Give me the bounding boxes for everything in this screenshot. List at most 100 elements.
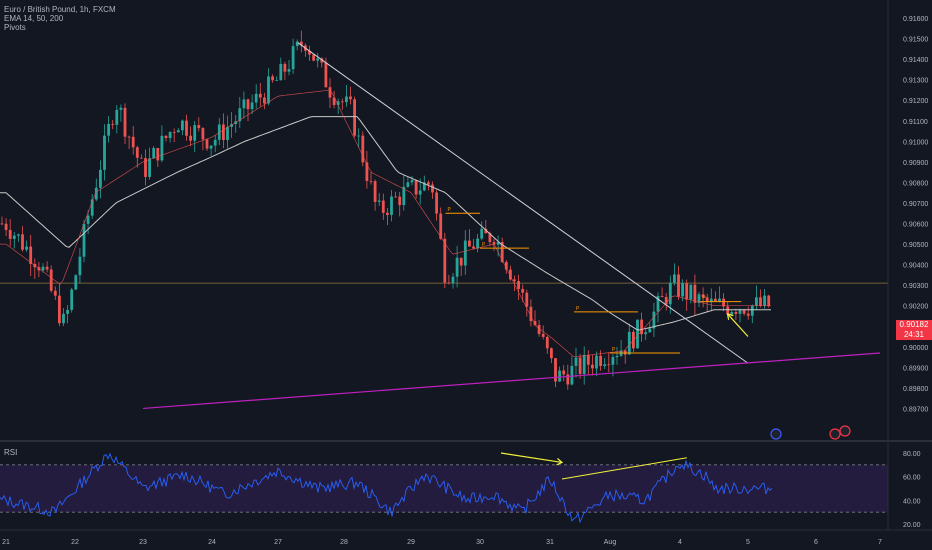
candle <box>394 191 397 198</box>
candle-body <box>386 212 389 215</box>
candle <box>152 145 156 159</box>
candle <box>70 287 74 313</box>
time-axis-tick-label: 28 <box>340 539 348 546</box>
candle <box>295 39 299 51</box>
candle-body <box>193 125 197 141</box>
candle <box>164 135 168 142</box>
candle-body <box>25 246 28 250</box>
pivot-marker: P <box>482 242 486 248</box>
rsi-divergence-line <box>561 457 687 480</box>
candle <box>156 147 160 168</box>
candle-body <box>58 295 61 324</box>
candle-body <box>554 358 557 382</box>
candle-body <box>640 319 643 335</box>
pivot-marker: P <box>448 207 452 213</box>
price-axis-tick-label: 0.90000 <box>903 345 928 352</box>
candle-body <box>627 331 631 355</box>
time-axis-tick-label: 22 <box>71 539 79 546</box>
candle-body <box>283 63 287 72</box>
candle-body <box>550 348 553 359</box>
candle-body <box>759 297 762 306</box>
price-axis-tick-label: 0.89800 <box>903 386 928 393</box>
candle-body <box>349 96 352 100</box>
candle-body <box>164 135 168 139</box>
candle-body <box>185 120 188 136</box>
candle <box>263 93 266 110</box>
candle <box>656 292 660 323</box>
price-axis-tick-label: 0.91000 <box>903 139 928 146</box>
candle-body <box>545 336 549 349</box>
candle <box>398 191 402 217</box>
candle <box>119 104 123 122</box>
candle <box>607 352 611 373</box>
candle <box>21 226 24 252</box>
candle <box>722 293 725 312</box>
candle-body <box>299 41 303 46</box>
rsi-indicator-label[interactable]: RSI <box>4 448 18 457</box>
candle <box>381 193 385 220</box>
candle <box>340 98 344 110</box>
ema-indicator-label[interactable]: EMA 14, 50, 200 <box>4 14 64 23</box>
time-axis-tick-label: 31 <box>546 539 554 546</box>
candle-body <box>582 354 586 374</box>
candle <box>78 248 82 284</box>
time-axis-tick-label: 24 <box>208 539 216 546</box>
time-axis-tick-label: Aug <box>604 539 617 546</box>
candle <box>336 98 340 114</box>
rsi-line <box>0 452 773 524</box>
candle-body <box>435 192 438 214</box>
candle-body <box>705 297 709 303</box>
candle <box>189 126 192 147</box>
candle-body <box>246 99 250 110</box>
candle <box>201 127 205 151</box>
candle <box>193 120 197 153</box>
candle-body <box>615 355 619 358</box>
candle-body <box>226 126 229 141</box>
candle-body <box>217 124 221 140</box>
candle <box>369 172 373 185</box>
candle <box>115 105 119 134</box>
candle-body <box>611 357 615 365</box>
candle <box>377 193 381 207</box>
candle-body <box>541 333 545 337</box>
candle <box>127 135 131 150</box>
candle-body <box>176 130 180 133</box>
candle <box>439 207 443 240</box>
candle <box>476 234 479 253</box>
candle-body <box>734 312 738 314</box>
candle <box>545 335 549 354</box>
candle <box>759 289 762 308</box>
price-axis-tick-label: 0.91200 <box>903 98 928 105</box>
candle <box>242 91 246 119</box>
candle-body <box>357 135 361 137</box>
candle <box>693 274 697 315</box>
price-axis-tick-label: 0.90800 <box>903 180 928 187</box>
candle <box>738 308 742 323</box>
candle-body <box>242 99 246 109</box>
candle <box>701 287 705 308</box>
rsi-annotation-arrow <box>500 452 564 466</box>
candle-body <box>709 298 713 303</box>
candle <box>246 98 250 122</box>
candle-body <box>115 109 119 125</box>
price-axis-tick-label: 0.91300 <box>903 78 928 85</box>
candle <box>287 59 291 76</box>
candle-body <box>78 256 82 276</box>
candle <box>66 304 69 324</box>
symbol-title[interactable]: Euro / British Pound, 1h, FXCM <box>4 5 116 14</box>
candle-body <box>459 257 463 266</box>
candle <box>29 234 33 276</box>
candle-body <box>722 298 725 307</box>
candle <box>107 116 110 143</box>
candle <box>345 84 348 107</box>
rsi-pane[interactable] <box>0 452 888 524</box>
candle-body <box>402 186 406 206</box>
pivots-indicator-label[interactable]: Pivots <box>4 23 26 32</box>
economic-event-icon <box>770 428 782 440</box>
candle <box>402 175 406 211</box>
price-pane[interactable]: P P P P P <box>0 30 888 440</box>
candle-body <box>451 276 455 284</box>
candle-body <box>291 46 295 70</box>
candle-body <box>168 132 172 139</box>
